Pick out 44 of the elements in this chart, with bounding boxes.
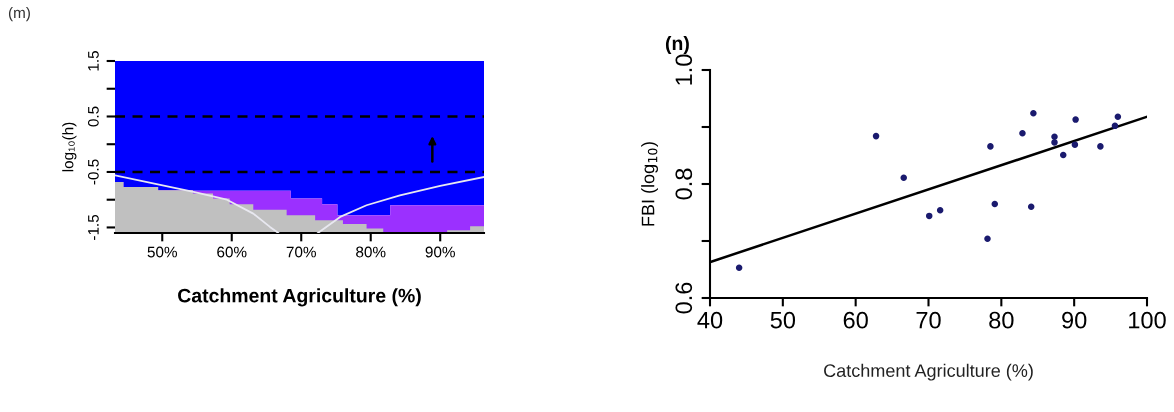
x-tick-label: 70% (286, 246, 316, 258)
point (1114, 113, 1122, 120)
x-tick-label: 40 (697, 311, 723, 329)
chart-title: (m) (8, 6, 30, 22)
x-tick-label: 90 (1062, 311, 1087, 329)
point (1097, 143, 1104, 150)
point (1019, 130, 1026, 137)
x-tick-label: 80 (989, 311, 1014, 329)
y-tick-label: -0.5 (87, 159, 99, 185)
point (1051, 133, 1058, 140)
point (925, 212, 933, 220)
point (1030, 110, 1037, 117)
y-tick-label: -1.5 (88, 214, 99, 240)
x-tick-label: 80% (356, 246, 386, 258)
point (872, 132, 880, 140)
point (735, 264, 743, 272)
y-axis-title: log₁₀(h) (62, 122, 77, 172)
x-tick-label: 70 (916, 311, 941, 329)
x-tick-label: 90% (425, 246, 455, 258)
point (1071, 141, 1079, 148)
point (1072, 116, 1079, 123)
y-tick-label: 0.6 (675, 282, 693, 314)
point (1027, 203, 1035, 211)
point (984, 235, 991, 242)
x-tick-label: 60 (843, 311, 868, 329)
x-tick-label: 100 (1129, 311, 1166, 329)
point (1051, 139, 1058, 146)
point (987, 143, 994, 150)
y-tick-label: 1.5 (88, 51, 99, 71)
y-tick-label: 0.8 (675, 168, 693, 200)
chart-title: (n) (665, 35, 689, 55)
x-tick-label: 50% (147, 246, 177, 258)
y-tick-label: 0.5 (87, 106, 99, 127)
point (936, 206, 944, 214)
x-tick-label: 50 (770, 311, 796, 329)
y-axis-title: FBI (log$_{10}$) (641, 142, 658, 226)
y-tick-label: 1.0 (675, 54, 693, 85)
point (991, 200, 999, 208)
x-axis-title: Catchment Agriculture (%) (824, 363, 1033, 381)
point (1111, 122, 1119, 130)
point (1059, 151, 1067, 159)
x-axis-title: Catchment Agriculture (%) (178, 288, 421, 307)
x-tick-label: 60% (217, 246, 247, 258)
point (900, 174, 907, 181)
